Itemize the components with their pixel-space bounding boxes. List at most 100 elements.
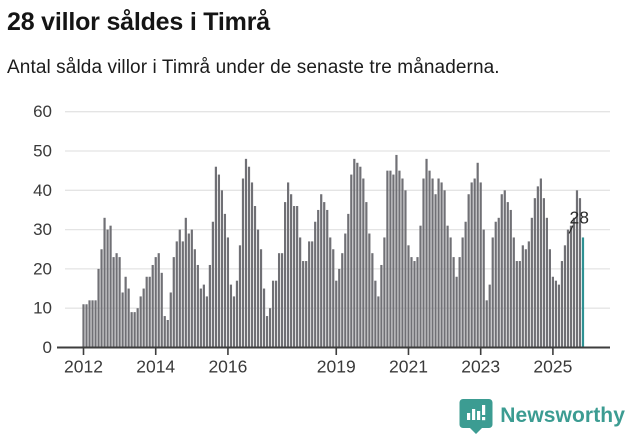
y-axis-tick-label: 0 — [43, 338, 52, 357]
bar — [500, 194, 503, 348]
bar — [443, 190, 446, 348]
bar — [350, 174, 353, 348]
bar — [139, 296, 142, 348]
bar — [109, 225, 112, 348]
bar — [329, 237, 332, 348]
bar — [341, 253, 344, 348]
bar — [416, 257, 419, 348]
bar — [461, 237, 464, 348]
bar — [97, 268, 100, 348]
bar — [238, 245, 242, 348]
bar — [103, 217, 106, 348]
bar — [157, 253, 160, 348]
bar — [347, 213, 350, 348]
bar — [536, 186, 539, 348]
y-axis-tick-label: 60 — [33, 102, 52, 121]
bar — [226, 237, 230, 348]
bar — [169, 292, 172, 348]
bar — [277, 253, 281, 348]
bar — [488, 284, 491, 348]
bar — [533, 198, 536, 348]
bar — [362, 178, 365, 348]
bar — [211, 221, 214, 348]
bar — [437, 178, 440, 348]
bar — [452, 257, 455, 348]
bar — [386, 170, 389, 348]
bar — [485, 300, 488, 348]
bar — [235, 280, 239, 348]
bar — [196, 264, 199, 348]
bar — [284, 202, 287, 348]
bar — [133, 312, 136, 348]
bar — [323, 202, 326, 348]
bar — [338, 268, 341, 348]
bar — [539, 178, 542, 348]
bar — [229, 284, 233, 348]
bar — [302, 261, 305, 348]
annotation-leader-line — [568, 225, 574, 234]
bar — [497, 217, 500, 348]
bar — [241, 178, 245, 348]
bar — [94, 300, 97, 348]
bar — [563, 245, 567, 348]
bar — [527, 241, 530, 348]
bar — [148, 276, 151, 348]
bar — [175, 241, 178, 348]
bar — [422, 178, 425, 348]
bar — [551, 276, 554, 348]
bar — [578, 198, 582, 348]
bar — [554, 280, 558, 348]
bar — [335, 280, 338, 348]
bar — [290, 194, 293, 348]
bar — [154, 257, 157, 348]
bar — [181, 241, 184, 348]
bar — [467, 194, 470, 348]
bar — [455, 276, 458, 348]
bar — [145, 276, 148, 348]
bar — [494, 221, 497, 348]
bar — [217, 174, 221, 348]
bar — [365, 202, 368, 348]
bar — [557, 284, 561, 348]
bar — [100, 249, 103, 348]
bar — [308, 241, 311, 348]
bar — [383, 237, 386, 348]
x-axis-tick-label: 2025 — [533, 357, 572, 377]
bar — [299, 237, 302, 348]
bar — [88, 300, 91, 348]
bar — [470, 182, 473, 348]
bar — [223, 213, 227, 348]
page-title: 28 villor såldes i Timrå — [7, 8, 270, 36]
header: 28 villor såldes i Timrå Antal sålda vil… — [7, 0, 627, 80]
bar — [205, 296, 208, 348]
bar — [434, 194, 437, 348]
bar — [542, 198, 545, 348]
bar — [262, 288, 266, 348]
bar — [530, 217, 533, 348]
bar — [545, 217, 548, 348]
bar — [377, 296, 380, 348]
bar — [259, 249, 263, 348]
bar — [250, 182, 254, 348]
bar — [271, 280, 275, 348]
x-axis-tick-label: 2023 — [461, 357, 500, 377]
bar — [353, 158, 356, 348]
x-axis-tick-label: 2014 — [136, 357, 175, 377]
bar — [311, 241, 314, 348]
bar — [115, 253, 118, 348]
bar — [344, 233, 347, 348]
x-axis-tick-label: 2012 — [64, 357, 103, 377]
bar — [208, 264, 211, 348]
bar — [503, 190, 506, 348]
bar — [247, 166, 251, 348]
bar — [121, 292, 124, 348]
bar — [305, 261, 308, 348]
bar — [317, 209, 320, 348]
bar — [124, 276, 127, 348]
bar — [419, 225, 422, 348]
bar — [256, 229, 260, 348]
bar — [548, 249, 551, 348]
bar — [515, 261, 518, 348]
bar — [287, 182, 290, 348]
bar — [184, 217, 187, 348]
